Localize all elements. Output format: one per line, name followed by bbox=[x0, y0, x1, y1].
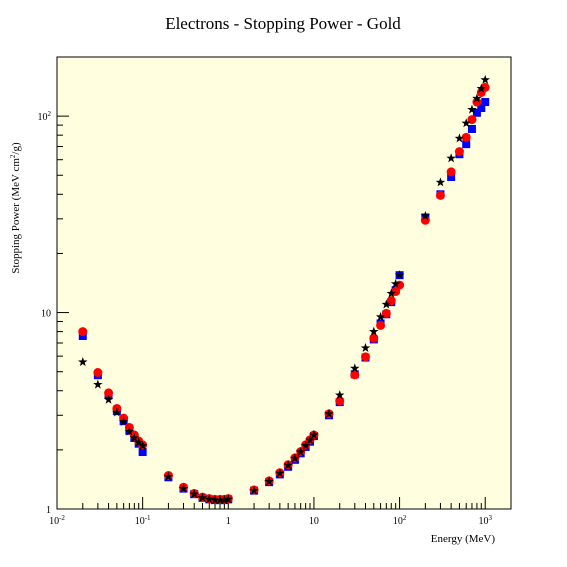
star-marker bbox=[112, 407, 122, 417]
y-tick-label: 10 bbox=[41, 309, 51, 320]
square-marker bbox=[447, 172, 456, 181]
circle-marker bbox=[93, 368, 103, 378]
circle-marker bbox=[350, 370, 360, 380]
axis-ticks bbox=[56, 56, 512, 510]
star-marker bbox=[386, 288, 397, 298]
circle-marker bbox=[435, 190, 445, 200]
square-marker bbox=[467, 124, 476, 133]
star-marker bbox=[129, 432, 140, 442]
star-marker bbox=[118, 416, 129, 426]
star-marker bbox=[210, 495, 220, 505]
star-marker bbox=[93, 379, 103, 389]
star-marker bbox=[454, 133, 465, 143]
star-marker bbox=[472, 93, 482, 103]
circle-marker bbox=[472, 97, 482, 107]
star-marker bbox=[350, 363, 360, 373]
star-marker bbox=[223, 494, 234, 504]
star-marker bbox=[305, 435, 315, 445]
star-marker bbox=[178, 483, 189, 493]
y-axis-label-sup: 2 bbox=[9, 154, 17, 158]
star-marker bbox=[275, 468, 285, 478]
star-marker bbox=[204, 494, 215, 504]
x-tick-label: 102 bbox=[393, 514, 407, 527]
star-marker bbox=[375, 311, 386, 321]
axis-tick-labels: 10-2 10-1 1 10 102 103 1 10 102 bbox=[38, 110, 493, 527]
star-marker bbox=[197, 492, 208, 502]
x-tick-label: 10-1 bbox=[135, 514, 151, 527]
square-marker bbox=[477, 104, 486, 113]
circle-marker bbox=[78, 327, 88, 337]
star-marker bbox=[369, 326, 379, 336]
circle-marker bbox=[446, 167, 456, 177]
square-marker bbox=[462, 140, 471, 149]
plot-area bbox=[56, 56, 512, 510]
data-markers bbox=[78, 74, 490, 505]
star-marker bbox=[381, 299, 392, 309]
y-tick-label: 102 bbox=[38, 110, 52, 123]
star-marker bbox=[215, 495, 225, 505]
star-marker bbox=[264, 476, 274, 486]
star-marker bbox=[435, 177, 446, 187]
star-marker bbox=[189, 489, 199, 499]
star-marker bbox=[300, 440, 311, 450]
square-marker bbox=[481, 98, 490, 107]
circle-series bbox=[78, 82, 490, 504]
star-marker bbox=[394, 270, 405, 280]
y-axis-label-main: Stopping Power (MeV cm bbox=[10, 158, 22, 274]
star-marker bbox=[137, 440, 148, 450]
square-marker bbox=[472, 108, 481, 117]
y-axis-label: Stopping Power (MeV cm2/g) bbox=[9, 142, 22, 274]
x-tick-label: 1 bbox=[226, 516, 231, 527]
star-marker bbox=[290, 453, 300, 463]
star-marker bbox=[103, 394, 114, 404]
circle-marker bbox=[335, 396, 345, 406]
circle-marker bbox=[376, 320, 386, 330]
x-axis-label: Energy (MeV) bbox=[431, 533, 496, 545]
chart-title: Electrons - Stopping Power - Gold bbox=[165, 14, 401, 33]
star-marker bbox=[360, 343, 371, 353]
x-tick-label: 10 bbox=[309, 516, 319, 527]
x-tick-label: 103 bbox=[478, 514, 492, 527]
circle-marker bbox=[104, 388, 114, 398]
circle-marker bbox=[369, 333, 379, 343]
circle-marker bbox=[461, 132, 471, 142]
square-marker bbox=[138, 448, 147, 457]
star-series bbox=[78, 74, 490, 505]
star-marker bbox=[461, 118, 471, 128]
star-marker bbox=[334, 390, 345, 400]
star-marker bbox=[446, 153, 456, 163]
star-marker bbox=[295, 447, 306, 457]
star-marker bbox=[467, 104, 477, 114]
x-tick-label: 10-2 bbox=[49, 514, 65, 527]
circle-marker bbox=[360, 352, 370, 362]
star-marker bbox=[476, 83, 487, 93]
star-marker bbox=[219, 495, 230, 505]
star-marker bbox=[163, 471, 174, 481]
star-marker bbox=[249, 485, 259, 495]
star-marker bbox=[133, 437, 144, 447]
star-marker bbox=[420, 211, 431, 221]
star-marker bbox=[78, 357, 88, 367]
star-marker bbox=[324, 408, 334, 418]
y-axis-label-tail: /g) bbox=[10, 142, 22, 155]
star-marker bbox=[309, 430, 319, 440]
y-tick-label: 1 bbox=[46, 505, 51, 516]
circle-marker bbox=[454, 147, 464, 157]
star-marker bbox=[390, 278, 401, 288]
star-marker bbox=[124, 426, 135, 436]
star-marker bbox=[480, 74, 490, 84]
star-marker bbox=[283, 460, 293, 470]
